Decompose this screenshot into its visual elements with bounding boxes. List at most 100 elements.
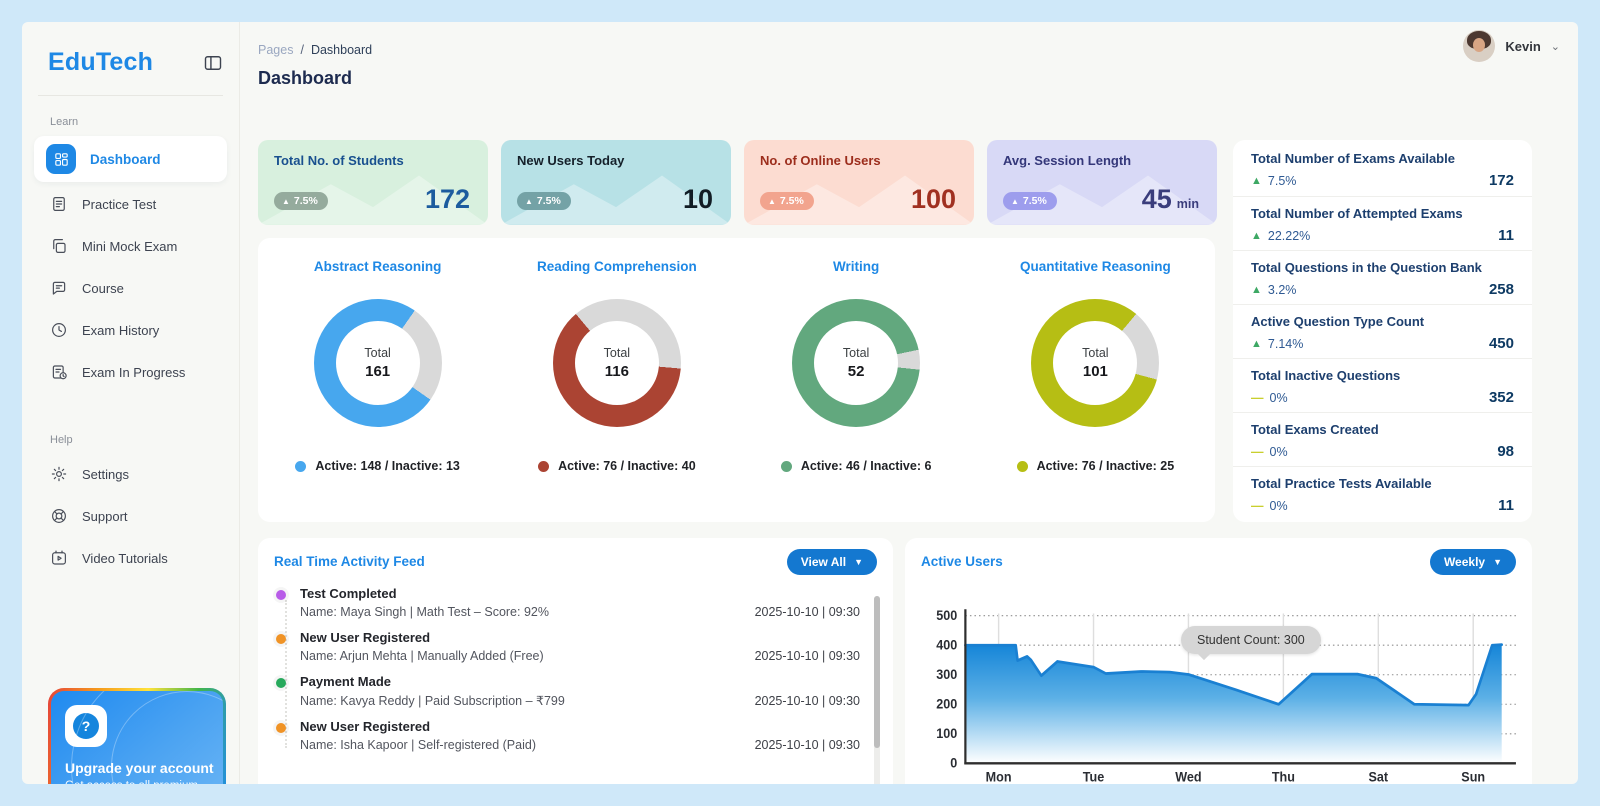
stat-value: 10 — [682, 184, 713, 214]
event-dot — [276, 678, 286, 688]
sidebar: EduTech Learn Dashboard Practice Test Mi… — [22, 22, 240, 784]
gear-icon — [51, 466, 67, 482]
timeline-connector — [285, 600, 287, 748]
mountain-decoration — [501, 175, 731, 225]
clipboard-clock-icon — [52, 365, 67, 380]
stat-value: 172 — [424, 184, 470, 214]
stat-row: Active Question Type Count ▲ 7.14% 450 — [1233, 304, 1532, 358]
sidebar-item-mini-mock-exam[interactable]: Mini Mock Exam — [34, 226, 227, 266]
stat-value: 100 — [910, 184, 956, 214]
stat-card-session-length: Avg. Session Length ▲ 7.5% 45 min — [987, 140, 1217, 225]
triangle-up-icon: ▲ — [1251, 337, 1262, 350]
svg-text:Wed: Wed — [1175, 769, 1201, 784]
view-all-dropdown[interactable]: View All ▼ — [786, 549, 877, 575]
mountain-decoration — [258, 175, 488, 225]
upgrade-account-card[interactable]: ? Upgrade your account Get access to all… — [48, 688, 226, 784]
timestamp: 2025-10-10 | 09:30 — [754, 605, 860, 619]
active-users-svg: 0 100 200 300 400 500 Mon Tue Wed Thu Sat Sun — [936, 608, 1516, 784]
trend-badge: ▲ 7.5% — [760, 192, 814, 210]
mountain-decoration — [987, 175, 1217, 225]
stat-row: Total Number of Exams Available ▲ 7.5% 172 — [1251, 151, 1514, 189]
feed-item: New User Registered Name: Arjun Mehta | M… — [258, 630, 893, 663]
event-dot — [276, 590, 286, 600]
trend-badge: ▲ 7.5% — [517, 192, 571, 210]
exam-stats-card: Total Number of Exams Available ▲ 7.5% 172… — [1233, 140, 1532, 522]
svg-text:200: 200 — [936, 696, 957, 711]
area-chart: 0 100 200 300 400 500 Mon Tue Wed Thu Sat Sun — [919, 590, 1524, 784]
video-icon — [52, 550, 66, 565]
lifebuoy-icon — [52, 509, 66, 523]
timestamp: 2025-10-10 | 09:30 — [754, 694, 860, 708]
sidebar-item-course[interactable]: Course — [34, 268, 227, 308]
event-dot — [276, 723, 286, 733]
svg-text:Sat: Sat — [1368, 769, 1388, 784]
stat-value: 45 min — [1141, 184, 1199, 214]
triangle-up-icon: ▲ — [1011, 196, 1019, 206]
flat-dash-icon: — — [1251, 444, 1264, 459]
scrollbar-thumb[interactable] — [874, 596, 880, 748]
stat-card-new-users: New Users Today ▲ 7.5% 10 — [501, 140, 731, 225]
clock-icon — [52, 323, 66, 337]
chat-square-icon — [52, 281, 66, 295]
stat-row: Total Practice Tests Available —0% 11 — [1233, 466, 1532, 520]
sidebar-item-exam-in-progress[interactable]: Exam In Progress — [34, 352, 227, 392]
breadcrumb-current: Dashboard — [310, 43, 373, 57]
svg-text:400: 400 — [936, 637, 957, 652]
stat-card-total-students: Total No. of Students ▲ 7.5% 172 — [258, 140, 488, 225]
donut-reading-comprehension: Reading Comprehension Total 116 Active: 7… — [536, 259, 697, 473]
sidebar-item-exam-history[interactable]: Exam History — [34, 310, 227, 350]
svg-text:Thu: Thu — [1272, 769, 1295, 784]
donut-quantitative-reasoning: Quantitative Reasoning Total 101 Active: … — [976, 238, 1215, 522]
donut-chart: Total 116 — [552, 299, 681, 427]
triangle-up-icon: ▲ — [525, 196, 533, 206]
section-label-help: Help — [50, 434, 73, 446]
chevron-down-icon: ⌄ — [1550, 40, 1560, 53]
dropdown-arrow-icon: ▼ — [1493, 557, 1502, 567]
svg-text:Sun: Sun — [1461, 769, 1485, 784]
stat-row: Total Inactive Questions —0% 352 — [1233, 358, 1532, 412]
stat-row: Total Number of Attempted Exams ▲ 22.22% 1… — [1233, 196, 1532, 250]
timestamp: 2025-10-10 | 09:30 — [754, 649, 860, 663]
flat-dash-icon: — — [1251, 390, 1264, 405]
question-type-donuts-card: Abstract Reasoning Total 161 Active: 148 … — [258, 238, 1215, 522]
svg-text:Tue: Tue — [1083, 769, 1104, 784]
donut-chart: Total 101 — [1031, 299, 1160, 427]
timestamp: 2025-10-10 | 09:30 — [754, 738, 860, 752]
legend-dot — [780, 460, 792, 472]
breadcrumb-pages[interactable]: Pages — [258, 43, 294, 57]
active-users-title: Active Users — [921, 554, 1003, 569]
sidebar-collapse-icon[interactable] — [203, 53, 223, 73]
user-menu[interactable]: Kevin ⌄ — [1463, 30, 1560, 62]
section-label-learn: Learn — [50, 116, 79, 128]
triangle-up-icon: ▲ — [1251, 229, 1262, 242]
period-dropdown[interactable]: Weekly ▼ — [1429, 549, 1516, 575]
legend-dot — [538, 460, 550, 472]
triangle-up-icon: ▲ — [1251, 174, 1262, 187]
breadcrumb: Pages / Dashboard — [258, 43, 372, 57]
sidebar-item-video-tutorials[interactable]: Video Tutorials — [34, 538, 227, 578]
svg-text:500: 500 — [936, 608, 957, 623]
legend-dot — [295, 460, 307, 472]
stat-card-online-users: No. of Online Users ▲ 7.5% 100 — [744, 140, 974, 225]
event-dot — [276, 634, 286, 644]
triangle-up-icon: ▲ — [1251, 283, 1262, 296]
sidebar-item-practice-test[interactable]: Practice Test — [34, 184, 227, 224]
triangle-up-icon: ▲ — [282, 196, 290, 206]
sidebar-item-dashboard[interactable]: Dashboard — [34, 136, 227, 182]
dropdown-arrow-icon: ▼ — [854, 557, 863, 567]
stat-row: Total Questions in the Question Bank ▲ 3.… — [1233, 250, 1532, 304]
trend-badge: ▲ 7.5% — [274, 192, 328, 210]
svg-text:0: 0 — [950, 755, 957, 770]
upgrade-title: Upgrade your account — [65, 760, 214, 776]
sidebar-item-support[interactable]: Support — [34, 496, 227, 536]
svg-text:300: 300 — [936, 667, 957, 682]
donut-chart: Total 52 — [792, 299, 921, 427]
sidebar-item-settings[interactable]: Settings — [34, 454, 227, 494]
stat-row: Total Exams Created —0% 98 — [1233, 412, 1532, 466]
upgrade-subtitle: Get access to all premium features — [65, 780, 223, 784]
donut-writing: Writing Total 52 Active: 46 / Inactive: 6 — [737, 238, 976, 522]
feed-item: Test Completed Name: Maya Singh | Math Te… — [258, 586, 893, 619]
avatar — [1463, 30, 1496, 62]
flat-dash-icon: — — [1251, 498, 1264, 513]
active-users-card: Active Users Weekly ▼ 0 100 200 300 400 500 Mon… — [905, 538, 1532, 784]
